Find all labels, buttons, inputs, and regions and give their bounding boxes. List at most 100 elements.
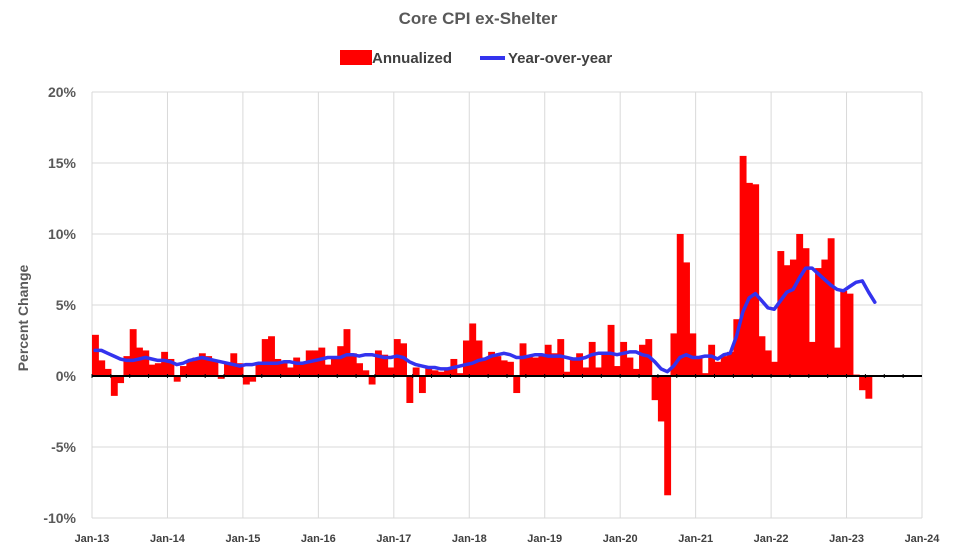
bar-annualized [708, 344, 716, 376]
bar-annualized [462, 340, 470, 376]
bar-annualized [670, 333, 678, 376]
bar-annualized [519, 343, 527, 376]
bar-annualized [613, 366, 621, 376]
bar-annualized [494, 356, 502, 376]
bar-annualized [148, 364, 156, 376]
bar-annualized [280, 361, 288, 376]
bar-annualized [475, 340, 483, 376]
bar-annualized [651, 376, 659, 401]
chart-title: Core CPI ex-Shelter [399, 9, 558, 28]
bar-annualized [481, 357, 489, 376]
x-axis-ticks: Jan-13 Jan-14 Jan-15 Jan-16 Jan-17 Jan-18 Jan-… [75, 533, 941, 545]
bar-annualized [507, 361, 514, 376]
y-tick-label: 20% [48, 84, 77, 100]
bar-annualized [437, 371, 445, 376]
y-axis-ticks: -10% -5% 0% 5% 10% 15% 20% [43, 84, 76, 526]
bar-annualized [771, 361, 778, 376]
legend-label-year-over-year: Year-over-year [508, 50, 612, 67]
bar-annualized [261, 339, 269, 376]
bar-annualized [683, 262, 690, 376]
bar-annualized [154, 363, 162, 376]
bar-annualized [808, 341, 816, 376]
y-tick-label: 10% [48, 226, 77, 242]
y-tick-label: 5% [56, 297, 77, 313]
legend: Annualized Year-over-year [340, 50, 612, 67]
bar-annualized [110, 376, 118, 396]
bar-annualized [337, 346, 345, 376]
bar-annualized [180, 366, 187, 376]
bar-annualized [381, 354, 389, 376]
x-tick-label: Jan-21 [678, 533, 713, 545]
annualized-bars [92, 155, 873, 496]
bar-annualized [525, 356, 533, 376]
bar-annualized [249, 376, 257, 382]
bar-annualized [701, 373, 709, 376]
bar-annualized [620, 341, 628, 376]
bar-annualized [374, 350, 382, 376]
x-tick-label: Jan-18 [452, 533, 487, 545]
bar-annualized [569, 358, 577, 376]
bar-annualized [142, 350, 150, 376]
bar-annualized [236, 363, 244, 376]
bar-annualized [796, 234, 804, 376]
bar-annualized [840, 290, 848, 376]
legend-swatch-annualized [340, 50, 372, 65]
bar-annualized [783, 265, 791, 376]
x-tick-label: Jan-14 [150, 533, 186, 545]
bar-annualized [312, 350, 319, 376]
bar-annualized [632, 368, 640, 376]
bar-annualized [733, 319, 741, 376]
bar-annualized [764, 350, 772, 376]
bar-annualized [714, 361, 722, 376]
bar-annualized [865, 376, 873, 399]
bar-annualized [576, 353, 584, 376]
bar-annualized [488, 351, 496, 376]
bar-annualized [192, 357, 200, 376]
bar-annualized [607, 324, 615, 376]
bar-annualized [330, 357, 338, 376]
bar-annualized [626, 357, 634, 376]
bar-annualized [821, 259, 829, 376]
x-tick-label: Jan-16 [301, 533, 336, 545]
bar-annualized [274, 358, 282, 376]
bar-annualized [286, 367, 294, 376]
bar-annualized [418, 376, 426, 394]
bar-annualized [356, 363, 363, 376]
bar-annualized [752, 184, 760, 376]
bar-annualized [98, 360, 106, 376]
bar-annualized [268, 336, 275, 376]
y-tick-label: 0% [56, 368, 77, 384]
bar-annualized [657, 376, 665, 422]
bar-annualized [676, 234, 684, 376]
bar-annualized [293, 357, 301, 376]
bar-annualized [582, 367, 590, 376]
bar-annualized [513, 376, 521, 394]
bar-annualized [827, 238, 835, 376]
bar-annualized [444, 368, 452, 376]
bar-annualized [802, 248, 810, 376]
bar-annualized [664, 376, 672, 496]
bar-annualized [815, 268, 822, 376]
bar-annualized [500, 360, 508, 376]
bar-annualized [362, 370, 370, 376]
bar-annualized [588, 341, 596, 376]
bar-annualized [789, 259, 797, 376]
bar-annualized [695, 357, 703, 376]
bar-annualized [758, 336, 766, 376]
x-tick-label: Jan-22 [754, 533, 789, 545]
bar-annualized [846, 293, 854, 376]
bar-annualized [136, 347, 143, 376]
bar-annualized [412, 367, 420, 376]
zero-axis [91, 374, 922, 378]
bar-annualized [167, 358, 175, 376]
y-tick-label: -5% [51, 439, 76, 455]
bar-annualized [173, 376, 181, 382]
bar-annualized [538, 354, 546, 376]
bar-annualized [161, 351, 169, 376]
gridlines [91, 91, 923, 519]
y-tick-label: 15% [48, 155, 77, 171]
x-tick-label: Jan-19 [527, 533, 562, 545]
y-axis-label: Percent Change [15, 264, 31, 371]
bar-annualized [92, 334, 99, 376]
bar-annualized [129, 329, 137, 376]
